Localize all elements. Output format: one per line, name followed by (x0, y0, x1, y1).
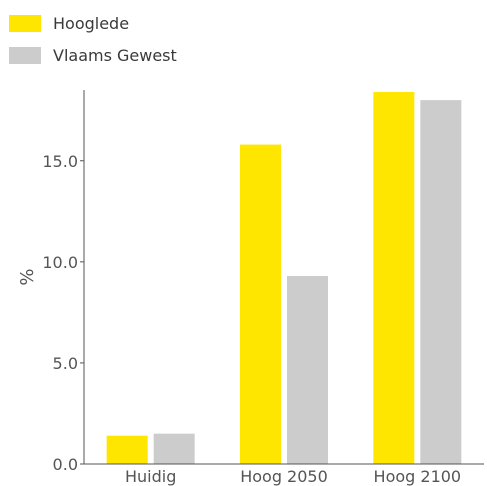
legend-item-vlaams-gewest: Vlaams Gewest (9, 44, 177, 66)
y-tick-label: 15.0 (42, 152, 78, 171)
legend-swatch-hooglede (9, 14, 41, 32)
legend-label-hooglede: Hooglede (53, 13, 130, 33)
y-axis-label: % (17, 268, 38, 285)
legend-item-hooglede: Hooglede (9, 12, 177, 34)
legend-swatch-vlaams-gewest (9, 46, 41, 64)
x-tick-label: Hoog 2050 (240, 467, 328, 486)
bar-huidig-hooglede (106, 435, 148, 464)
legend: Hooglede Vlaams Gewest (9, 12, 177, 76)
y-tick-label: 10.0 (42, 253, 78, 272)
bar-huidig-vlaams-gewest (153, 433, 195, 464)
y-tick-label: 0.0 (53, 455, 78, 474)
x-tick-label: Huidig (125, 467, 176, 486)
bar-hoog-2100-vlaams-gewest (420, 100, 462, 465)
x-tick-label: Hoog 2100 (374, 467, 462, 486)
bar-hoog-2050-vlaams-gewest (287, 275, 328, 464)
bar-hoog-2100-hooglede (373, 92, 415, 465)
legend-label-vlaams-gewest: Vlaams Gewest (53, 45, 177, 65)
y-tick-label: 5.0 (53, 354, 78, 373)
bar-hoog-2050-hooglede (240, 144, 281, 464)
